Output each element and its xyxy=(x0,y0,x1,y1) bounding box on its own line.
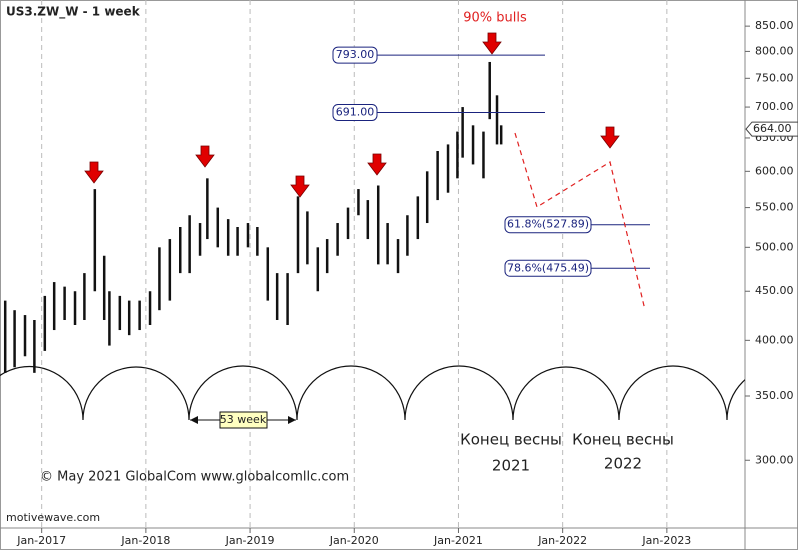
source: motivewave.com xyxy=(6,511,100,524)
y-tick-label: 500.00 xyxy=(755,240,794,253)
y-tick-label: 800.00 xyxy=(755,44,794,57)
copyright: © May 2021 GlobalCom www.globalcomllc.co… xyxy=(40,470,349,485)
cycle-marker: 53 week xyxy=(190,411,296,429)
spring-label: Конец весны xyxy=(460,431,562,449)
x-tick-label: Jan-2018 xyxy=(120,534,170,547)
level-box xyxy=(332,103,378,121)
chart-title: US3.ZW_W - 1 week xyxy=(6,5,141,20)
projection xyxy=(514,132,646,311)
level-label: 793.00 xyxy=(336,48,375,61)
y-tick-label: 300.00 xyxy=(755,453,794,466)
x-tick-label: Jan-2017 xyxy=(16,534,66,547)
cycle-label: 53 week xyxy=(220,413,267,426)
bulls-label: 90% bulls xyxy=(463,11,527,26)
y-tick-label: 400.00 xyxy=(755,333,794,346)
fib-box xyxy=(504,259,592,277)
level-box xyxy=(332,46,378,64)
fib-label: 61.8%(527.89) xyxy=(507,218,589,231)
cycle-arcs xyxy=(0,365,745,421)
y-tick-label: 550.00 xyxy=(755,201,794,214)
y-tick-label: 600.00 xyxy=(755,164,794,177)
x-tick-label: Jan-2021 xyxy=(433,534,483,547)
y-tick-label: 700.00 xyxy=(755,100,794,113)
fib-box xyxy=(504,216,592,234)
last-price-label: 664.00 xyxy=(753,122,792,135)
fib-label: 78.6%(475.49) xyxy=(507,261,589,274)
x-tick-label: Jan-2020 xyxy=(329,534,379,547)
y-tick-label: 350.00 xyxy=(755,389,794,402)
spring-label: Конец весны xyxy=(572,431,674,449)
level-label: 691.00 xyxy=(336,105,375,118)
arrows xyxy=(84,32,620,198)
last-price-box xyxy=(745,121,798,137)
spring-year: 2022 xyxy=(604,455,642,473)
y-tick-label: 450.00 xyxy=(755,284,794,297)
x-tick-label: Jan-2022 xyxy=(537,534,587,547)
x-tick-label: Jan-2023 xyxy=(641,534,691,547)
x-tick-label: Jan-2019 xyxy=(225,534,275,547)
y-tick-label: 750.00 xyxy=(755,71,794,84)
y-tick-label: 850.00 xyxy=(755,19,794,32)
spring-year: 2021 xyxy=(492,457,530,475)
